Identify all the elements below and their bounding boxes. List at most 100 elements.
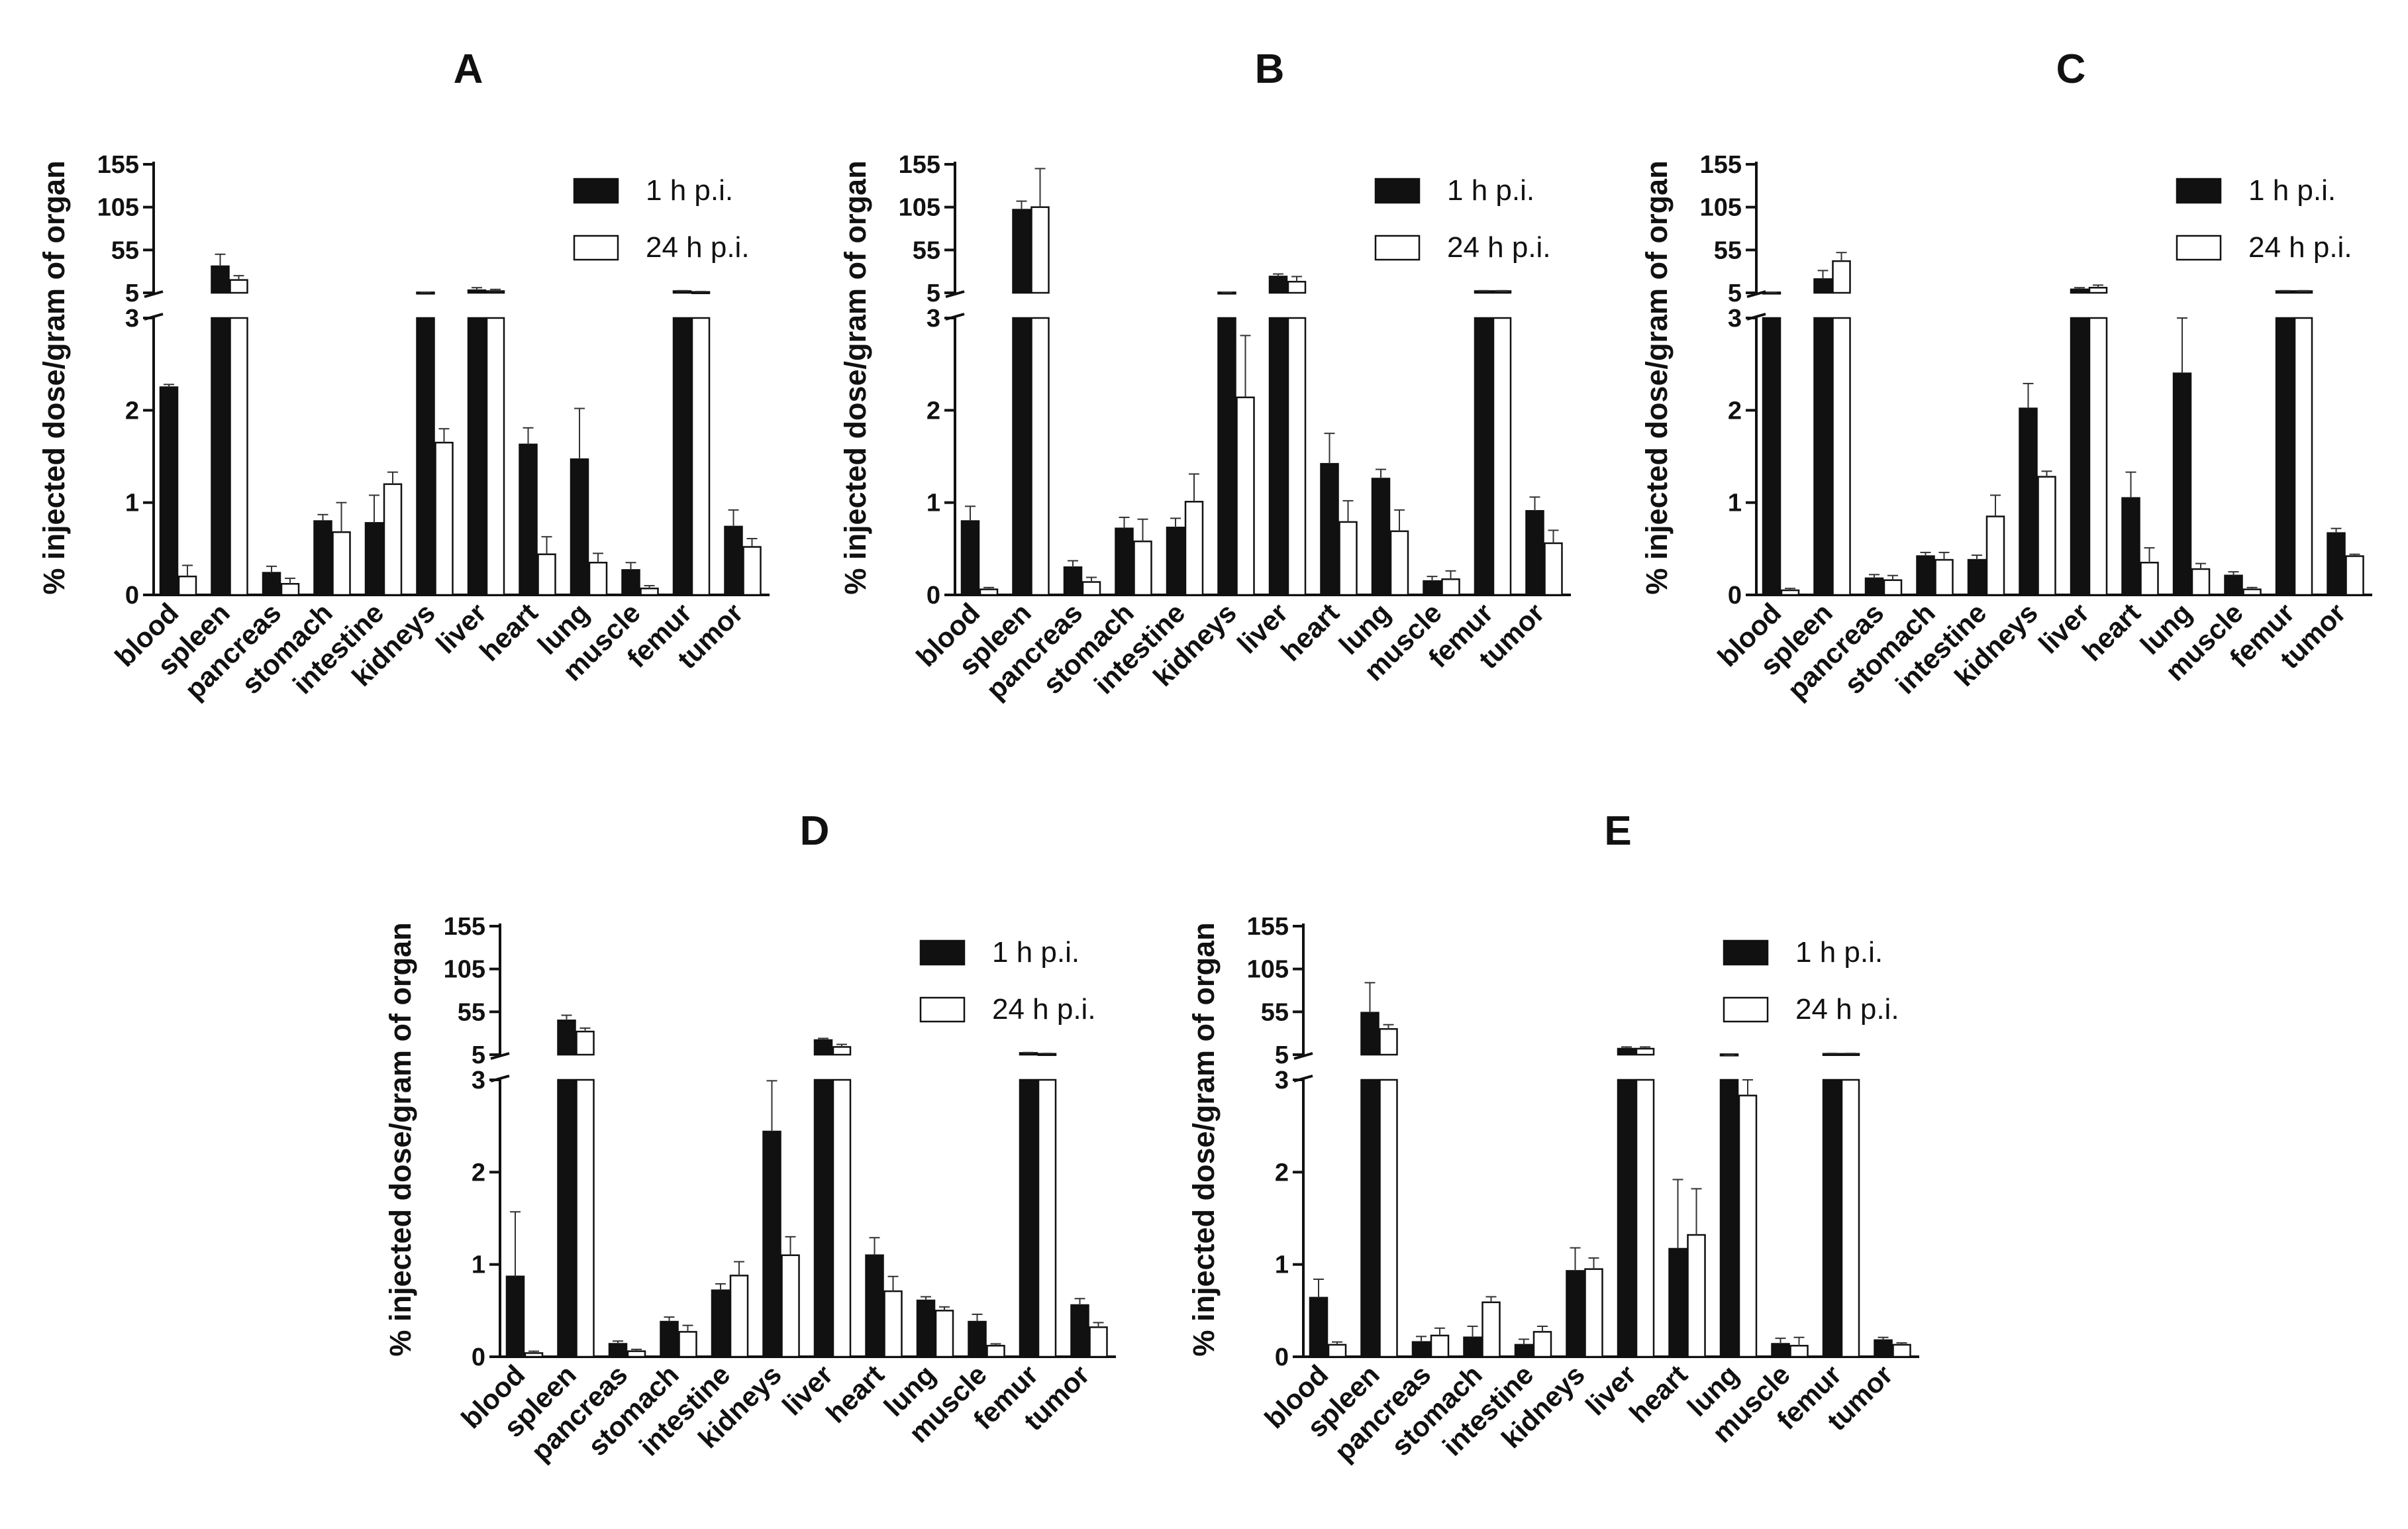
femur-1h-bar	[2275, 290, 2295, 294]
liver-1h-bar	[1617, 1047, 1636, 1056]
pancreas-1h-bar	[1864, 577, 1884, 596]
y-tick-label: 3	[927, 305, 940, 333]
heart-1h-bar	[519, 443, 538, 596]
tumor-24h-bar	[1089, 1326, 1108, 1358]
muscle-1h-bar	[1771, 1343, 1790, 1358]
blood-24h-bar	[524, 1352, 544, 1358]
spleen-24h-bar-lower	[229, 317, 248, 596]
liver-1h-bar	[2070, 288, 2089, 294]
heart-24h-bar	[537, 553, 556, 596]
liver-1h-bar	[467, 289, 487, 294]
liver-1h-bar-lower	[813, 1079, 833, 1358]
y-tick-label: 1	[1728, 490, 1742, 517]
femur-1h-bar	[1019, 1052, 1038, 1056]
chart-panel-d: D% injected dose/gram of organ 5551051550…	[383, 808, 1116, 1467]
y-tick-label: 55	[111, 237, 139, 264]
y-tick-label: 55	[1261, 998, 1289, 1026]
legend-swatch	[1374, 178, 1421, 204]
y-tick-label: 55	[458, 998, 485, 1026]
liver-1h-bar	[813, 1039, 833, 1056]
stomach-1h-bar	[313, 520, 332, 596]
spleen-1h-bar-lower	[1360, 1079, 1380, 1358]
blood-1h-bar	[960, 520, 980, 596]
femur-24h-bar	[1492, 290, 1512, 294]
femur-1h-bar-lower	[1474, 317, 1493, 596]
y-tick-label: 3	[125, 305, 139, 333]
lung-1h-bar-lower	[1719, 1079, 1739, 1358]
y-tick-label: 155	[1247, 913, 1289, 941]
legend-swatch	[1723, 996, 1769, 1023]
y-axis-label: % injected dose/gram of organ	[37, 160, 71, 594]
lung-24h-bar	[934, 1310, 954, 1358]
liver-1h-bar-lower	[1617, 1079, 1636, 1358]
y-tick-label: 105	[97, 194, 139, 222]
y-tick-label: 55	[1714, 237, 1742, 264]
stomach-1h-bar	[1463, 1336, 1482, 1358]
femur-24h-bar-lower	[2293, 317, 2313, 596]
femur-24h-bar-lower	[1840, 1079, 1860, 1358]
legend-label: 24 h p.i.	[1447, 231, 1551, 264]
stomach-24h-bar	[1934, 558, 1954, 596]
tumor-24h-bar	[1892, 1344, 1911, 1358]
tumor-1h-bar	[1525, 509, 1544, 596]
lung-1h-bar	[1371, 478, 1391, 596]
y-tick-label: 155	[444, 913, 485, 941]
x-tick-label: heart	[2076, 597, 2146, 667]
heart-24h-bar	[1338, 521, 1358, 596]
y-tick-label: 5	[927, 280, 940, 307]
y-axis-label: % injected dose/gram of organ	[1187, 922, 1221, 1356]
spleen-1h-bar	[1360, 1012, 1380, 1056]
tumor-1h-bar	[1874, 1339, 1893, 1358]
intestine-1h-bar	[364, 522, 384, 596]
femur-1h-bar-lower	[672, 317, 692, 596]
spleen-24h-bar	[1379, 1028, 1398, 1056]
legend-swatch	[1374, 235, 1421, 261]
legend-swatch	[2176, 235, 2222, 261]
y-tick-label: 2	[472, 1159, 485, 1186]
blood-24h-bar	[177, 575, 197, 596]
tumor-24h-bar	[1544, 542, 1563, 596]
liver-1h-bar-lower	[1268, 317, 1288, 596]
muscle-1h-bar	[621, 569, 640, 596]
intestine-1h-bar	[1514, 1344, 1534, 1358]
blood-24h-bar	[979, 588, 999, 596]
spleen-24h-bar	[576, 1030, 595, 1056]
femur-1h-bar	[1474, 290, 1493, 294]
chart-panel-b: B% injected dose/gram of organ 5551051550…	[838, 46, 1571, 706]
femur-24h-bar-lower	[691, 317, 711, 596]
kidneys-1h-bar	[2019, 407, 2038, 596]
chart-panel-e: E% injected dose/gram of organ 5551051550…	[1187, 808, 1919, 1467]
spleen-24h-bar-lower	[576, 1079, 595, 1358]
x-tick-label: heart	[1275, 597, 1345, 667]
panel-letter: D	[800, 808, 830, 854]
lung-24h-bar	[588, 561, 608, 596]
liver-1h-bar-lower	[2070, 317, 2089, 596]
liver-1h-bar-lower	[467, 317, 487, 596]
legend-label: 24 h p.i.	[2248, 231, 2352, 264]
kidneys-1h-bar	[1566, 1270, 1585, 1358]
y-tick-label: 0	[472, 1344, 485, 1371]
y-tick-label: 55	[913, 237, 940, 264]
stomach-24h-bar	[1133, 540, 1152, 596]
liver-24h-bar	[485, 290, 505, 294]
x-tick-label: heart	[820, 1359, 890, 1429]
kidneys-24h-bar	[2037, 476, 2056, 596]
y-tick-label: 1	[927, 490, 940, 517]
y-tick-label: 3	[1275, 1067, 1289, 1094]
spleen-1h-bar	[211, 265, 230, 294]
y-tick-label: 3	[472, 1067, 485, 1094]
y-tick-label: 105	[1700, 194, 1742, 222]
pancreas-1h-bar	[262, 572, 281, 596]
legend-label: 24 h p.i.	[1795, 993, 1899, 1026]
y-tick-label: 3	[1728, 305, 1742, 333]
lung-24h-bar	[2191, 568, 2211, 596]
femur-24h-bar-lower	[1492, 317, 1512, 596]
chart-panel-a: A% injected dose/gram of organ 5551051550…	[37, 46, 770, 706]
intestine-1h-bar	[711, 1289, 730, 1358]
blood-1h-bar	[159, 386, 179, 596]
legend-swatch	[2176, 178, 2222, 204]
spleen-24h-bar	[229, 279, 248, 294]
liver-24h-bar	[1287, 280, 1307, 294]
femur-24h-bar-lower	[1037, 1079, 1057, 1358]
